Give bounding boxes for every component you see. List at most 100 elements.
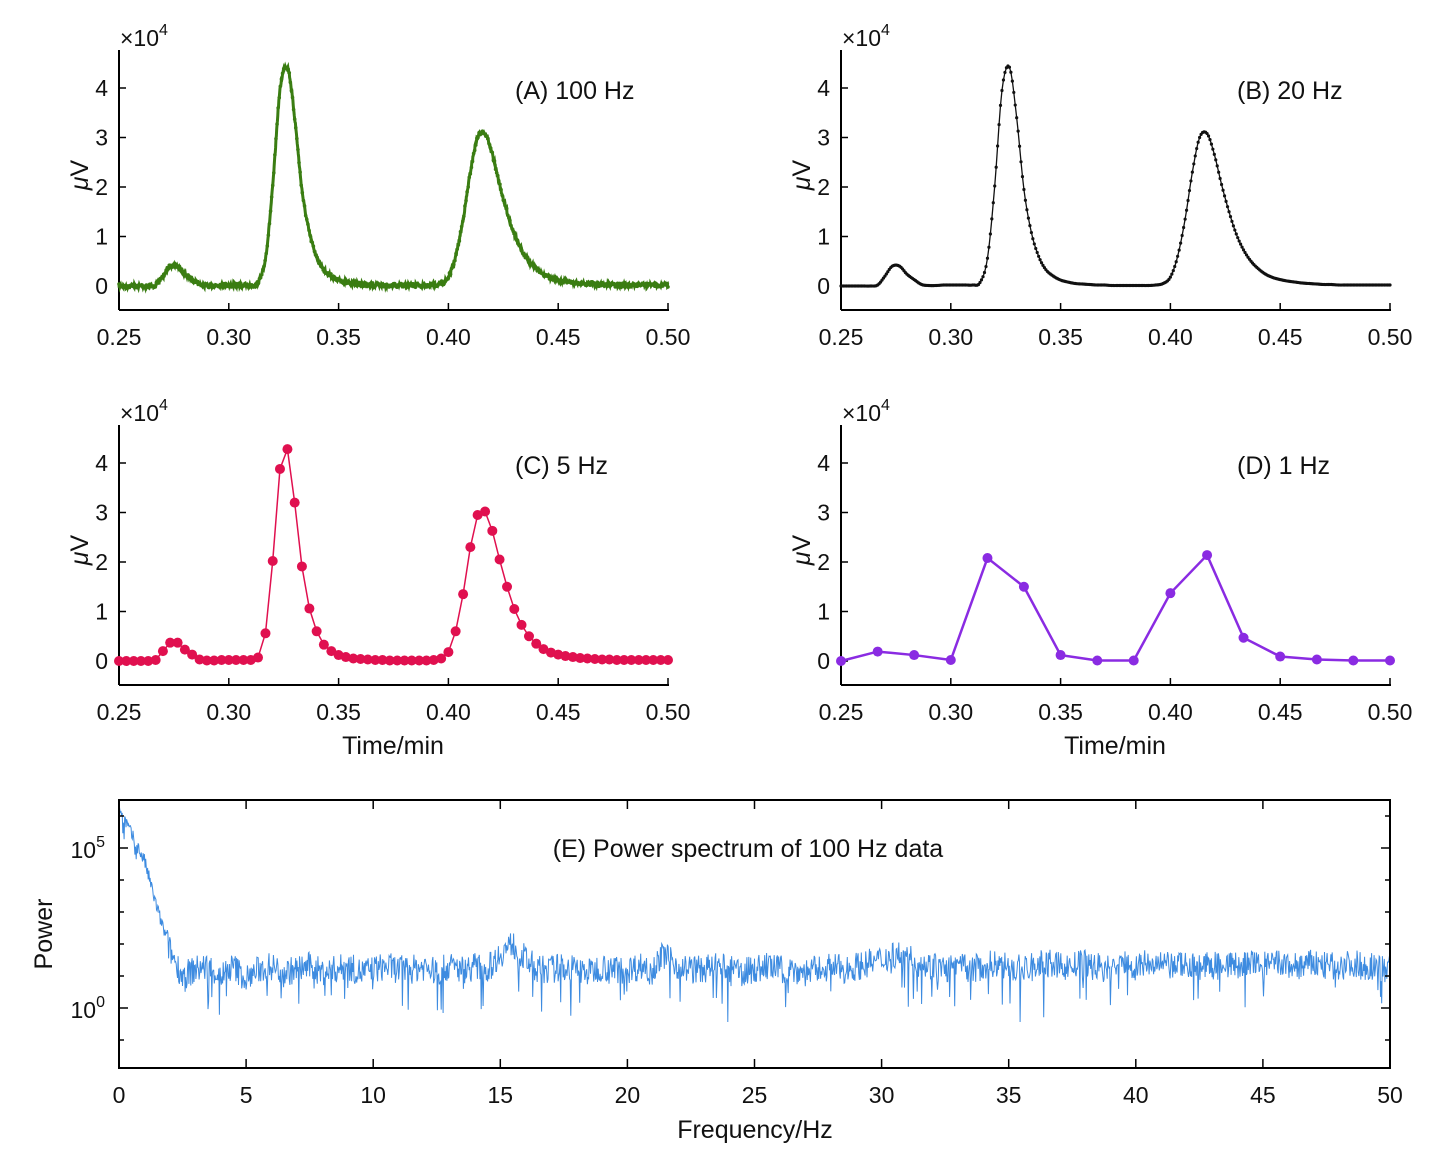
data-point — [231, 655, 242, 666]
x-tick-label: 50 — [1377, 1082, 1403, 1108]
data-point — [277, 95, 282, 100]
data-point — [1239, 242, 1243, 246]
data-point — [150, 655, 161, 666]
data-point — [1192, 162, 1196, 166]
data-point — [340, 652, 351, 663]
data-point — [1041, 263, 1045, 267]
data-point — [258, 276, 263, 280]
data-point — [462, 214, 466, 218]
data-point — [655, 655, 666, 666]
data-point — [1236, 236, 1240, 240]
x-tick-label: 45 — [1250, 1082, 1276, 1108]
data-point — [399, 655, 410, 666]
data-point — [329, 272, 333, 276]
data-point — [143, 656, 154, 666]
data-point — [414, 655, 425, 666]
x-tick-label: 0.35 — [316, 699, 361, 725]
data-point — [499, 187, 503, 192]
data-point — [265, 244, 270, 248]
y-tick-label: 2 — [95, 174, 108, 200]
data-point — [273, 152, 277, 157]
y-tick-label: 3 — [95, 500, 108, 526]
data-point — [472, 148, 477, 153]
data-point — [263, 258, 267, 263]
data-point — [508, 218, 512, 223]
x-tick-label: 0.25 — [819, 324, 864, 350]
data-point — [1171, 268, 1175, 273]
data-point — [1023, 198, 1028, 202]
data-point — [473, 143, 478, 147]
data-point — [1193, 154, 1197, 158]
data-point — [1211, 147, 1215, 151]
y-multiplier-base: ×10 — [842, 400, 881, 426]
data-point — [1035, 250, 1039, 255]
data-point — [1038, 258, 1042, 262]
y-multiplier-exponent: 4 — [159, 22, 168, 39]
data-point — [488, 145, 492, 150]
data-point — [239, 281, 243, 286]
y-tick-label: 3 — [95, 125, 108, 151]
data-point — [287, 70, 292, 75]
x-tick-label: 5 — [240, 1082, 253, 1108]
data-point — [836, 656, 846, 666]
data-point — [459, 224, 464, 229]
x-tick-label: 0.50 — [1368, 324, 1413, 350]
panel-e-xlabel: Frequency/Hz — [677, 1116, 833, 1144]
data-point — [1029, 230, 1033, 235]
data-point — [291, 107, 296, 112]
data-point — [292, 117, 297, 121]
data-point — [1032, 242, 1036, 246]
x-tick-label: 0.40 — [1148, 324, 1193, 350]
data-point — [1019, 160, 1023, 164]
series-line — [840, 552, 1390, 663]
data-point — [308, 233, 312, 238]
data-point — [275, 122, 279, 127]
data-point — [1190, 170, 1194, 174]
data-point — [467, 175, 472, 180]
data-point — [480, 506, 491, 517]
data-point — [282, 444, 293, 455]
data-point — [163, 271, 167, 275]
data-point — [1055, 650, 1066, 661]
data-point — [272, 171, 276, 175]
data-point — [490, 150, 495, 155]
data-point — [516, 619, 527, 630]
data-point — [1214, 158, 1218, 162]
data-point — [223, 655, 234, 666]
data-point — [443, 647, 454, 658]
data-point — [621, 284, 625, 289]
data-point — [509, 223, 513, 228]
data-point — [1189, 179, 1193, 183]
data-point — [1018, 581, 1029, 592]
data-point — [468, 172, 473, 176]
x-tick-label: 0.30 — [928, 324, 973, 350]
data-point — [413, 285, 418, 290]
x-tick-label: 0.50 — [646, 699, 691, 725]
y-axis-label: μV — [788, 159, 816, 191]
data-point — [1202, 550, 1213, 561]
data-point — [436, 653, 447, 664]
x-tick-label: 0.40 — [426, 324, 471, 350]
data-point — [343, 278, 347, 282]
data-point — [666, 285, 670, 289]
y-multiplier-base: ×10 — [842, 25, 881, 51]
data-point — [1028, 224, 1032, 228]
y-tick-label: 1 — [817, 224, 830, 250]
data-point — [279, 77, 284, 81]
data-point — [1039, 261, 1044, 265]
data-point — [256, 281, 261, 286]
data-point — [253, 652, 264, 663]
data-point — [588, 283, 592, 287]
data-point — [978, 280, 982, 285]
data-point — [1241, 248, 1246, 252]
data-point — [560, 651, 571, 662]
data-point — [179, 644, 190, 655]
data-point — [302, 204, 307, 208]
data-point — [993, 184, 997, 188]
data-point — [522, 252, 526, 257]
data-point — [884, 272, 888, 276]
data-point — [406, 655, 417, 666]
data-point — [180, 269, 185, 274]
y-tick-label: 100 — [71, 994, 106, 1023]
